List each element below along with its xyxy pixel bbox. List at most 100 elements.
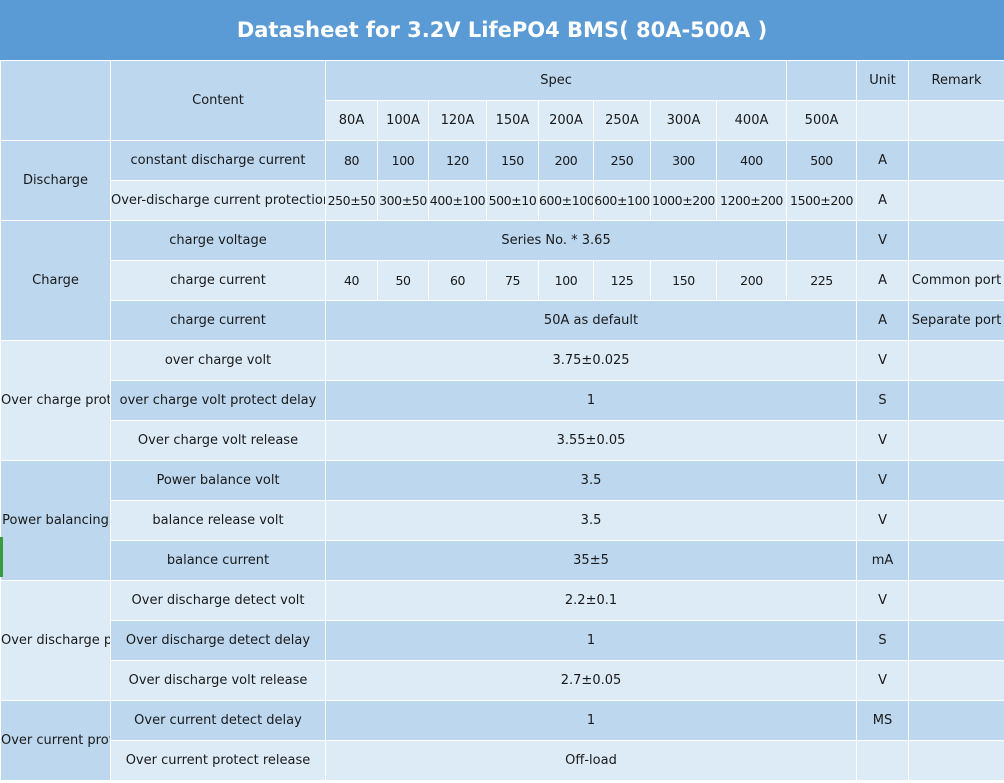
row-label: Over current detect delay <box>110 700 326 741</box>
table-row: balance release volt 3.5 V <box>1 500 1004 541</box>
value-cell: 1 <box>324 620 858 661</box>
remark-cell <box>908 700 1004 741</box>
value-cell: 50A as default <box>324 300 858 341</box>
model-cell: 100A <box>377 100 429 141</box>
category-over-discharge: Over discharge protection <box>0 580 111 701</box>
value-cell: 40 <box>325 260 378 301</box>
remark-cell <box>908 460 1004 501</box>
unit-cell: V <box>856 340 910 381</box>
value-cell: 50 <box>377 260 429 301</box>
row-label: Over discharge detect volt <box>110 580 326 621</box>
value-cell: 400±100 <box>428 180 487 221</box>
remark-cell <box>908 140 1004 181</box>
value-cell: 500 <box>786 140 858 181</box>
unit-cell: V <box>856 660 910 701</box>
table-row: Over charge volt release 3.55±0.05 V <box>1 420 1004 461</box>
row-label: constant discharge current <box>110 140 326 181</box>
sheet-title: Datasheet for 3.2V LifePO4 BMS( 80A-500A… <box>0 0 1004 61</box>
category-over-current: Over current protection <box>0 700 111 781</box>
remark-cell <box>908 580 1004 621</box>
row-label: charge current <box>110 260 326 301</box>
remark-cell <box>908 420 1004 461</box>
value-cell: 250 <box>593 140 651 181</box>
table-row: Charge charge voltage Series No. * 3.65 … <box>0 220 1004 341</box>
value-cell: 100 <box>377 140 429 181</box>
model-cell: 120A <box>428 100 487 141</box>
header-blank-cell <box>0 60 111 141</box>
unit-cell: V <box>856 500 910 541</box>
remark-cell <box>908 220 1004 261</box>
value-cell: 120 <box>428 140 487 181</box>
unit-cell: S <box>856 380 910 421</box>
model-cell: 150A <box>486 100 539 141</box>
table-row: Power balancing Power balance volt 3.5 V <box>0 460 1004 581</box>
row-label: charge voltage <box>110 220 326 261</box>
remark-cell: Common port <box>908 260 1004 301</box>
row-selection-marker <box>0 537 3 577</box>
value-cell: 1 <box>324 380 858 421</box>
unit-cell <box>856 100 910 141</box>
category-charge: Charge <box>0 220 111 341</box>
value-cell: 80 <box>325 140 378 181</box>
table-row: balance current 35±5 mA <box>1 540 1004 581</box>
model-cell: 250A <box>593 100 651 141</box>
remark-cell <box>908 180 1004 221</box>
unit-cell: V <box>856 460 910 501</box>
remark-cell <box>908 620 1004 661</box>
remark-cell <box>908 660 1004 701</box>
table-row: Over discharge volt release 2.7±0.05 V <box>1 660 1004 701</box>
spec-table: Content Spec Unit Remark 80A 100A 120A 1… <box>0 60 1004 781</box>
row-label: over charge volt <box>110 340 326 381</box>
row-label: over charge volt protect delay <box>110 380 326 421</box>
unit-cell: A <box>856 260 910 301</box>
table-row: Over charge protection over charge volt … <box>0 340 1004 461</box>
value-cell: Off-load <box>324 740 858 781</box>
header-content: Content <box>110 60 326 141</box>
header-row-2: 80A 100A 120A 150A 200A 250A 300A 400A 5… <box>1 100 1004 141</box>
unit-cell: mA <box>856 540 910 581</box>
row-label: charge current <box>110 300 326 341</box>
unit-cell: A <box>856 300 910 341</box>
row-label: Over charge volt release <box>110 420 326 461</box>
table-row: Over-discharge current protection 250±50… <box>1 180 1004 221</box>
table-row: Over discharge protection Over discharge… <box>0 580 1004 701</box>
value-cell: 150 <box>650 260 717 301</box>
value-cell: 2.2±0.1 <box>324 580 858 621</box>
value-cell: 2.7±0.05 <box>324 660 858 701</box>
model-cell: 200A <box>538 100 594 141</box>
value-cell: 600±100 <box>538 180 594 221</box>
model-cell: 300A <box>650 100 717 141</box>
value-cell: 100 <box>538 260 594 301</box>
unit-cell: MS <box>856 700 910 741</box>
row-label: balance release volt <box>110 500 326 541</box>
value-cell: 500±10 <box>486 180 539 221</box>
value-cell: 3.5 <box>324 460 858 501</box>
value-cell: 1200±200 <box>715 180 788 221</box>
table-row: charge current 40 50 60 75 100 125 150 2… <box>1 260 1004 301</box>
table-row: charge current 50A as default A Separate… <box>1 300 1004 341</box>
table-row: Discharge constant discharge current 80 … <box>0 140 1004 221</box>
model-cell: 400A <box>715 100 788 141</box>
header-spec: Spec <box>324 60 788 101</box>
value-cell: 200 <box>715 260 788 301</box>
remark-cell <box>908 380 1004 421</box>
value-cell: 600±100 <box>593 180 651 221</box>
value-cell: 150 <box>486 140 539 181</box>
header-row-1: Content Spec Unit Remark <box>0 60 1004 141</box>
header-unit: Unit <box>856 60 910 101</box>
value-cell: 300 <box>650 140 717 181</box>
table-row: over charge volt protect delay 1 S <box>1 380 1004 421</box>
value-cell: 400 <box>715 140 788 181</box>
table-row: Over current protect release Off-load <box>1 740 1004 781</box>
value-cell: 1 <box>324 700 858 741</box>
model-cell: 500A <box>786 100 858 141</box>
category-power-balancing: Power balancing <box>0 460 111 581</box>
row-label: Over discharge volt release <box>110 660 326 701</box>
row-label: Over-discharge current protection <box>110 180 326 221</box>
remark-cell <box>908 740 1004 781</box>
row-label: balance current <box>110 540 326 581</box>
value-cell-blank <box>786 220 858 261</box>
value-cell: 35±5 <box>324 540 858 581</box>
row-label: Over discharge detect delay <box>110 620 326 661</box>
value-cell: 125 <box>593 260 651 301</box>
